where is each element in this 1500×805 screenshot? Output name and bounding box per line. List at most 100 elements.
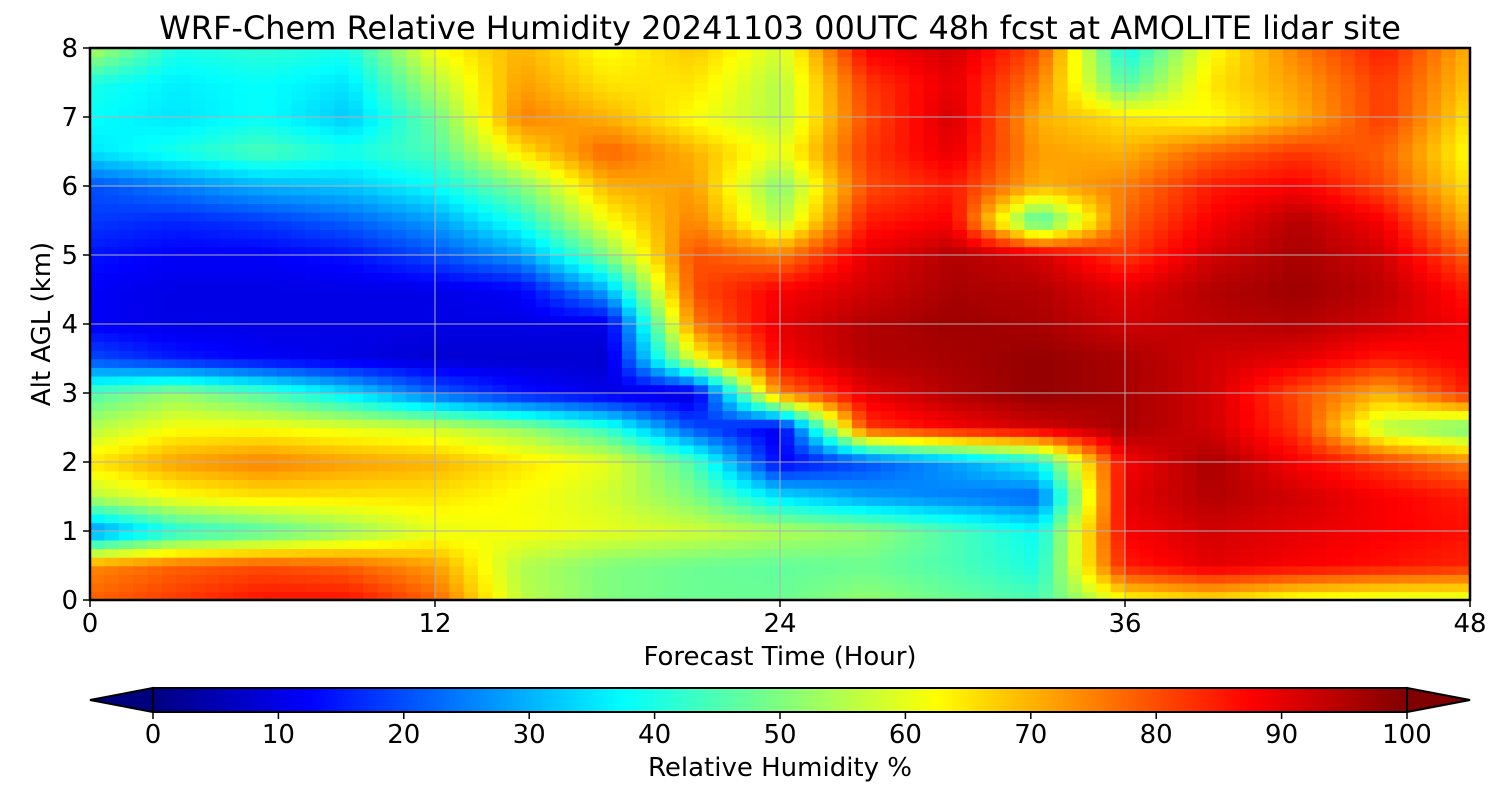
heatmap-cell (1110, 246, 1126, 256)
heatmap-cell (1038, 479, 1054, 489)
heatmap-cell (794, 410, 810, 420)
heatmap-cell (406, 418, 422, 429)
heatmap-cell (1326, 246, 1342, 256)
heatmap-cell (1311, 186, 1328, 196)
heatmap-cell (1326, 574, 1342, 584)
heatmap-cell (837, 298, 853, 308)
heatmap-cell (1426, 470, 1443, 481)
heatmap-cell (952, 513, 968, 524)
heatmap-cell (693, 384, 709, 394)
heatmap-cell (665, 349, 681, 360)
heatmap-cell (1182, 418, 1198, 429)
heatmap-cell (521, 505, 537, 515)
heatmap-cell (219, 548, 235, 558)
heatmap-cell (1240, 272, 1256, 282)
heatmap-cell (377, 186, 393, 196)
heatmap-cell (147, 332, 163, 343)
heatmap-cell (104, 505, 120, 515)
heatmap-cell (1398, 160, 1414, 170)
heatmap-cell (1268, 574, 1284, 584)
heatmap-cell (1067, 341, 1083, 351)
heatmap-cell (276, 177, 293, 187)
heatmap-cell (808, 349, 824, 360)
heatmap-cell (305, 306, 321, 317)
heatmap-cell (607, 263, 623, 274)
heatmap-cell (1268, 487, 1284, 498)
heatmap-cell (1268, 349, 1284, 360)
heatmap-cell (909, 418, 925, 429)
heatmap-cell (607, 401, 623, 412)
heatmap-cell (118, 522, 134, 532)
heatmap-cell (808, 306, 824, 317)
heatmap-cell (593, 496, 609, 506)
heatmap-cell (276, 246, 293, 256)
heatmap-cell (722, 574, 738, 584)
heatmap-cell (1254, 418, 1270, 429)
heatmap-cell (995, 211, 1011, 222)
heatmap-cell (190, 194, 206, 205)
heatmap-cell (1010, 349, 1026, 360)
heatmap-cell (866, 229, 882, 239)
heatmap-cell (391, 246, 408, 256)
heatmap-cell (521, 332, 537, 343)
heatmap-cell (320, 410, 336, 420)
heatmap-cell (492, 548, 508, 558)
heatmap-cell (1254, 522, 1270, 532)
heatmap-cell (377, 418, 393, 429)
heatmap-cell (1398, 194, 1414, 205)
heatmap-cell (780, 444, 796, 455)
heatmap-cell (1010, 496, 1026, 506)
heatmap-cell (1297, 548, 1313, 558)
heatmap-cell (1297, 324, 1313, 334)
heatmap-cell (952, 272, 968, 282)
heatmap-cell (435, 462, 451, 472)
heatmap-cell (391, 298, 408, 308)
heatmap-cell (1383, 306, 1399, 317)
heatmap-cell (176, 272, 192, 282)
heatmap-cell (320, 220, 336, 230)
heatmap-cell (923, 384, 939, 394)
heatmap-cell (866, 427, 882, 437)
heatmap-cell (1412, 513, 1428, 524)
heatmap-cell (564, 591, 580, 600)
heatmap-cell (808, 332, 824, 343)
heatmap-cell (363, 479, 379, 489)
heatmap-cell (866, 263, 882, 274)
heatmap-cell (981, 272, 997, 282)
heatmap-cell (794, 444, 810, 455)
heatmap-cell (1240, 401, 1256, 412)
heatmap-cell (90, 341, 106, 351)
heatmap-cell (895, 358, 911, 368)
heatmap-cell (679, 177, 695, 187)
heatmap-cell (679, 272, 695, 282)
heatmap-cell (1412, 186, 1428, 196)
heatmap-cell (1297, 160, 1313, 170)
heatmap-cell (751, 263, 767, 274)
heatmap-cell (1110, 229, 1126, 239)
heatmap-cell (1010, 436, 1026, 446)
heatmap-cell (780, 565, 796, 575)
heatmap-cell (291, 393, 307, 403)
heatmap-cell (923, 255, 939, 265)
heatmap-cell (1383, 289, 1399, 299)
heatmap-cell (262, 358, 278, 368)
heatmap-cell (377, 332, 393, 343)
heatmap-cell (808, 341, 824, 351)
heatmap-cell (866, 418, 882, 429)
heatmap-cell (1024, 280, 1040, 291)
heatmap-cell (305, 556, 321, 567)
heatmap-cell (679, 418, 695, 429)
heatmap-cell (578, 384, 594, 394)
heatmap-cell (1196, 384, 1213, 394)
heatmap-cell (377, 255, 393, 265)
heatmap-cell (895, 306, 911, 317)
heatmap-cell (348, 436, 364, 446)
heatmap-cell (233, 487, 249, 498)
heatmap-cell (348, 151, 364, 161)
heatmap-cell (104, 574, 120, 584)
heatmap-cell (851, 151, 868, 161)
heatmap-cell (981, 436, 997, 446)
heatmap-cell (463, 393, 479, 403)
heatmap-cell (1355, 341, 1371, 351)
heatmap-cell (1139, 246, 1155, 256)
